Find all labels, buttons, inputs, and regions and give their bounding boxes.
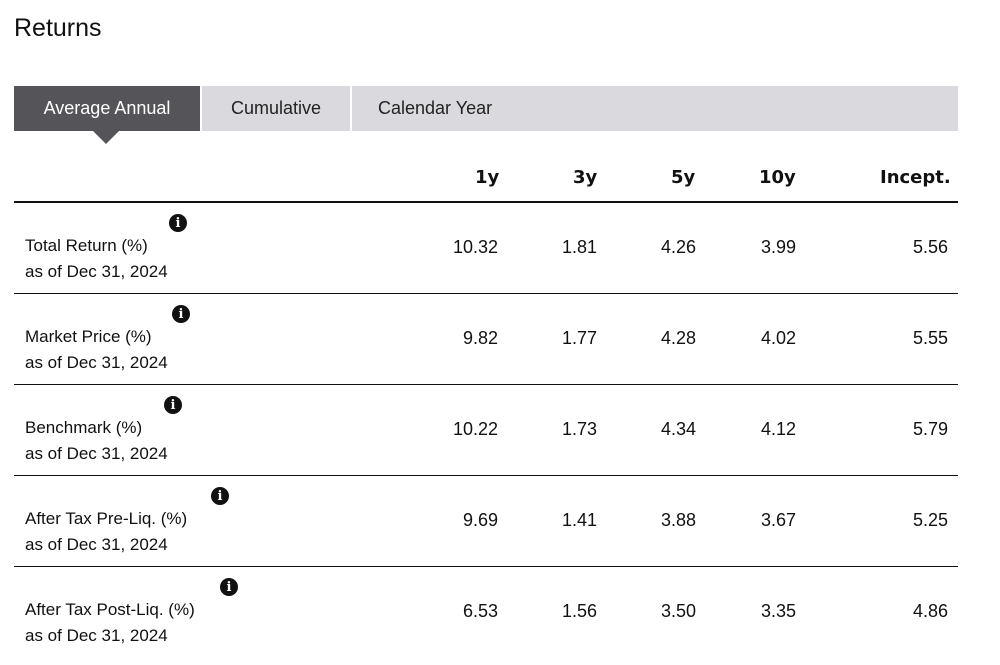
row-as-of-date: as of Dec 31, 2024: [25, 626, 168, 645]
row-label: Total Return (%) as of Dec 31, 2024: [25, 233, 168, 285]
row-title: Market Price (%): [25, 327, 152, 346]
cell-10y: 3.67: [760, 510, 796, 530]
cell-1y: 9.82: [462, 328, 498, 348]
column-header-5y: 5y: [671, 167, 696, 188]
cell-1y: 10.22: [452, 419, 498, 439]
tab-cumulative[interactable]: Cumulative: [200, 86, 350, 131]
cell-10y: 4.02: [760, 328, 796, 348]
column-header-1y: 1y: [475, 167, 500, 188]
cell-5y: 3.50: [660, 601, 696, 621]
cell-inception: 5.56: [912, 237, 948, 257]
returns-tab-bar: Average Annual Cumulative Calendar Year: [14, 86, 958, 144]
table-row: Market Price (%) as of Dec 31, 2024 i 9.…: [14, 294, 958, 385]
cell-inception: 5.79: [912, 419, 948, 439]
cell-3y: 1.41: [561, 510, 597, 530]
cell-10y: 4.12: [760, 419, 796, 439]
page-title: Returns: [14, 14, 102, 42]
info-icon[interactable]: i: [164, 396, 182, 414]
info-icon[interactable]: i: [211, 487, 229, 505]
row-as-of-date: as of Dec 31, 2024: [25, 353, 168, 372]
cell-1y: 6.53: [462, 601, 498, 621]
cell-3y: 1.81: [561, 237, 597, 257]
tab-average-annual[interactable]: Average Annual: [14, 86, 200, 144]
row-label: After Tax Post-Liq. (%) as of Dec 31, 20…: [25, 597, 195, 649]
table-row: After Tax Post-Liq. (%) as of Dec 31, 20…: [14, 567, 958, 658]
row-as-of-date: as of Dec 31, 2024: [25, 535, 168, 554]
column-header-3y: 3y: [573, 167, 598, 188]
cell-10y: 3.35: [760, 601, 796, 621]
returns-table: 1y 3y 5y 10y Incept. Total Return (%) as…: [14, 150, 958, 658]
info-icon[interactable]: i: [172, 305, 190, 323]
cell-1y: 10.32: [452, 237, 498, 257]
info-icon[interactable]: i: [169, 214, 187, 232]
row-label: After Tax Pre-Liq. (%) as of Dec 31, 202…: [25, 506, 187, 558]
cell-1y: 9.69: [462, 510, 498, 530]
table-row: Total Return (%) as of Dec 31, 2024 i 10…: [14, 203, 958, 294]
cell-3y: 1.77: [561, 328, 597, 348]
row-as-of-date: as of Dec 31, 2024: [25, 444, 168, 463]
table-row: After Tax Pre-Liq. (%) as of Dec 31, 202…: [14, 476, 958, 567]
cell-3y: 1.73: [561, 419, 597, 439]
row-title: After Tax Post-Liq. (%): [25, 600, 195, 619]
row-label: Benchmark (%) as of Dec 31, 2024: [25, 415, 168, 467]
cell-5y: 4.28: [660, 328, 696, 348]
cell-inception: 5.55: [912, 328, 948, 348]
cell-5y: 4.26: [660, 237, 696, 257]
table-header: 1y 3y 5y 10y Incept.: [14, 150, 958, 203]
tab-calendar-year[interactable]: Calendar Year: [350, 86, 956, 131]
row-label: Market Price (%) as of Dec 31, 2024: [25, 324, 168, 376]
row-title: After Tax Pre-Liq. (%): [25, 509, 188, 528]
row-as-of-date: as of Dec 31, 2024: [25, 262, 168, 281]
info-icon[interactable]: i: [220, 578, 238, 596]
row-title: Benchmark (%): [25, 418, 143, 437]
row-title: Total Return (%): [25, 236, 148, 255]
cell-3y: 1.56: [561, 601, 597, 621]
cell-5y: 3.88: [660, 510, 696, 530]
cell-inception: 4.86: [912, 601, 948, 621]
cell-inception: 5.25: [912, 510, 948, 530]
column-header-10y: 10y: [759, 167, 796, 188]
table-row: Benchmark (%) as of Dec 31, 2024 i 10.22…: [14, 385, 958, 476]
column-header-inception: Incept.: [880, 167, 951, 188]
cell-10y: 3.99: [760, 237, 796, 257]
cell-5y: 4.34: [660, 419, 696, 439]
